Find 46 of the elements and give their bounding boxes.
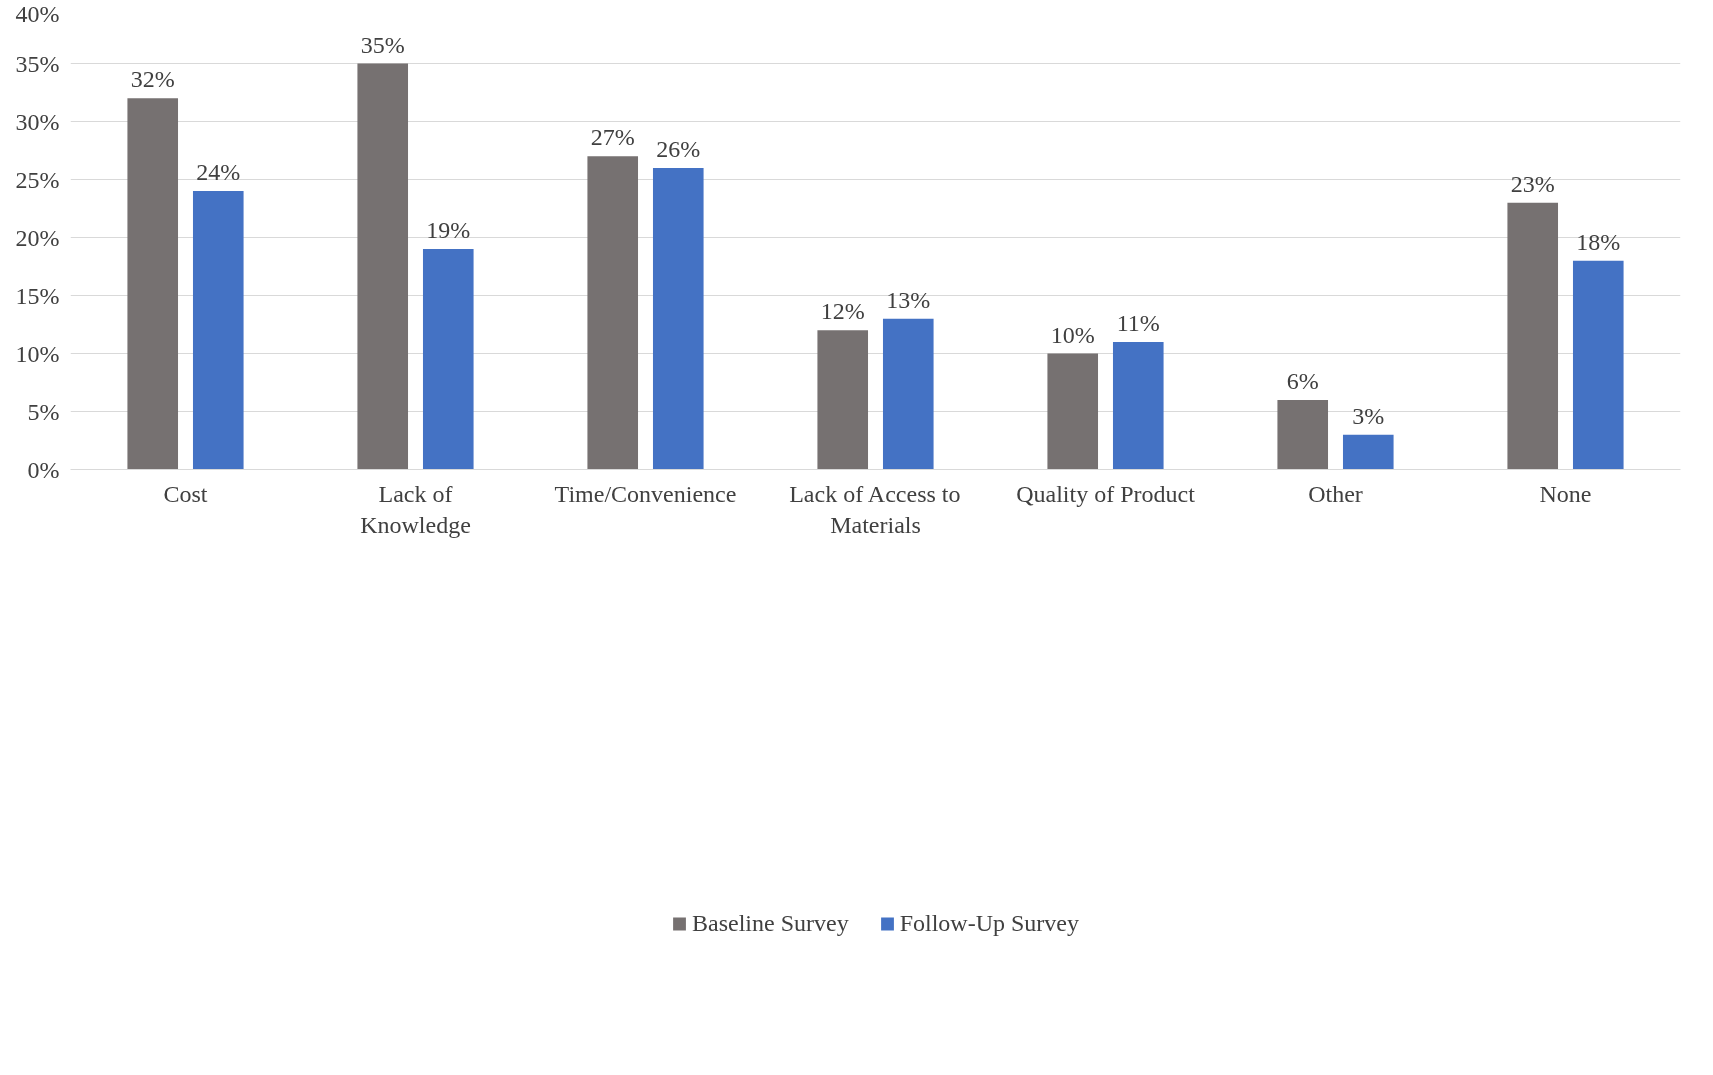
data-label: 26% <box>656 135 701 162</box>
data-label: 19% <box>426 217 471 244</box>
bar <box>422 249 474 470</box>
y-tick-label: 35% <box>15 50 60 77</box>
y-tick-label: 30% <box>15 108 60 135</box>
data-label: 23% <box>1510 170 1555 197</box>
bar <box>1572 260 1624 470</box>
bar <box>1277 399 1329 470</box>
y-tick-label: 40% <box>15 0 60 27</box>
data-label: 13% <box>886 286 931 313</box>
y-tick-label: 20% <box>15 224 60 251</box>
data-label: 10% <box>1050 321 1095 348</box>
bar <box>1112 341 1164 470</box>
x-tick-label: None <box>1539 480 1592 507</box>
data-label: 24% <box>196 159 241 186</box>
bar <box>357 63 409 470</box>
y-tick-label: 25% <box>15 166 60 193</box>
data-label: 18% <box>1576 228 1621 255</box>
y-tick-label: 0% <box>27 456 60 483</box>
y-tick-label: 10% <box>15 340 60 367</box>
legend-label: Follow-Up Survey <box>899 909 1079 937</box>
bar <box>127 98 179 470</box>
x-tick-label: Other <box>1308 480 1363 507</box>
data-label: 6% <box>1286 367 1319 394</box>
bar <box>587 156 639 470</box>
bar <box>1507 202 1559 470</box>
x-tick-label: Lack of Access to Materials <box>789 480 961 538</box>
data-label: 3% <box>1352 402 1385 429</box>
bar <box>652 167 704 470</box>
data-label: 11% <box>1116 309 1160 336</box>
data-label: 32% <box>130 66 175 93</box>
bar <box>1342 434 1394 470</box>
x-tick-label: Cost <box>163 480 208 507</box>
x-tick-label: Time/Convenience <box>554 480 737 507</box>
bar <box>1047 353 1099 470</box>
y-tick-label: 15% <box>15 282 60 309</box>
x-tick-label: Quality of Product <box>1016 480 1196 507</box>
bar <box>817 330 869 470</box>
bar <box>882 318 934 470</box>
bar <box>192 191 244 470</box>
data-label: 27% <box>590 124 635 151</box>
legend-label: Baseline Survey <box>692 909 849 937</box>
data-label: 35% <box>360 31 405 58</box>
y-tick-label: 5% <box>27 398 60 425</box>
x-tick-label: Lack of Knowledge <box>360 480 471 538</box>
data-label: 12% <box>820 298 865 325</box>
